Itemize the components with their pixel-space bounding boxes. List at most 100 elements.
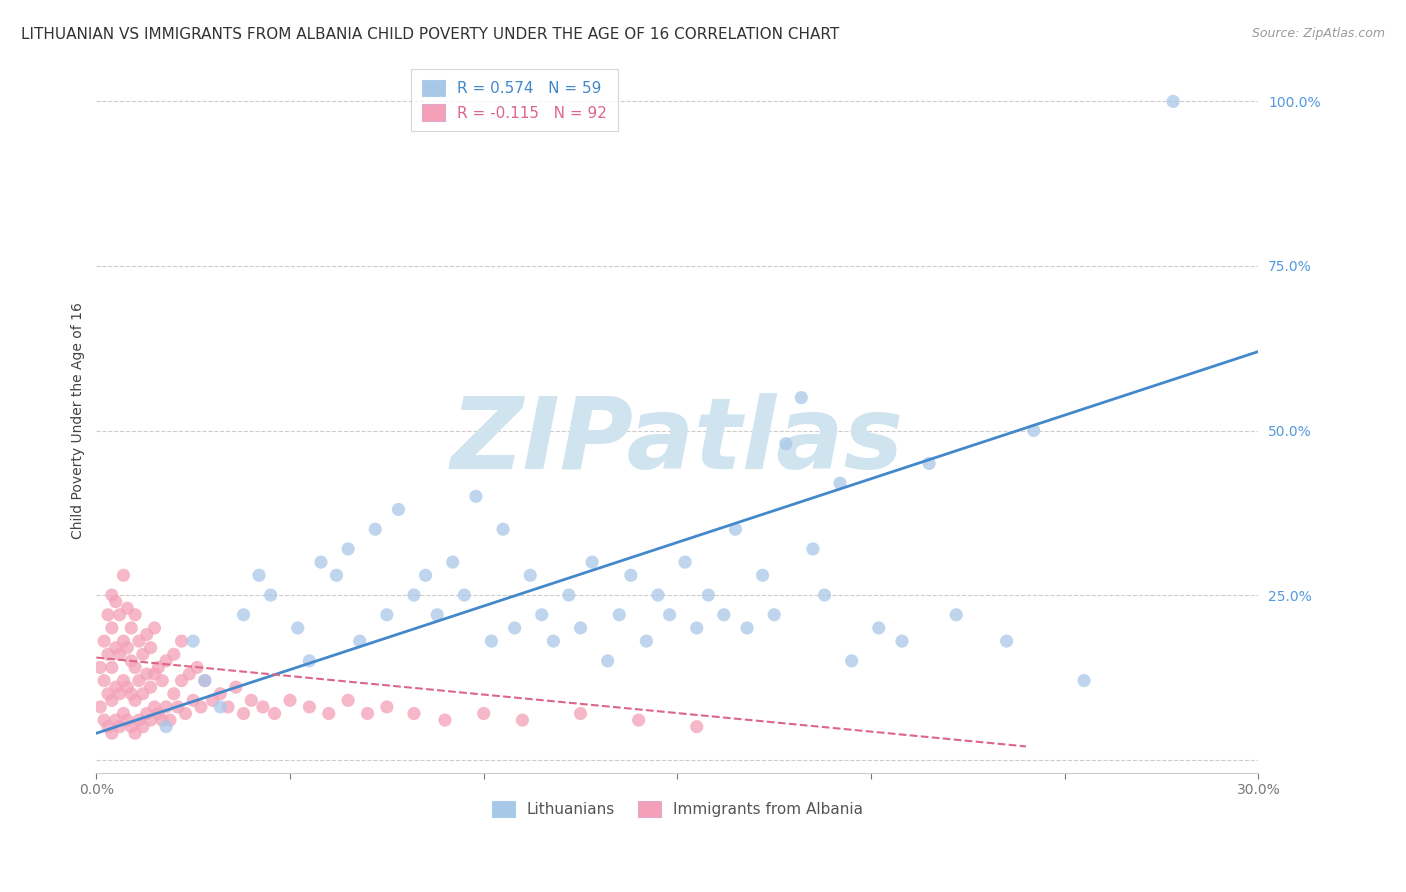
Point bbox=[97, 647, 120, 661]
Point bbox=[104, 594, 127, 608]
Point bbox=[97, 687, 120, 701]
Point bbox=[209, 687, 232, 701]
Point bbox=[278, 693, 301, 707]
Point bbox=[775, 436, 797, 450]
Point bbox=[170, 634, 193, 648]
Point bbox=[101, 693, 124, 707]
Point bbox=[240, 693, 263, 707]
Point bbox=[101, 588, 124, 602]
Point bbox=[132, 687, 155, 701]
Point bbox=[918, 457, 941, 471]
Point bbox=[349, 634, 371, 648]
Point bbox=[481, 634, 503, 648]
Point bbox=[433, 713, 456, 727]
Point bbox=[132, 647, 155, 661]
Point bbox=[813, 588, 835, 602]
Point bbox=[569, 621, 592, 635]
Point bbox=[124, 607, 146, 622]
Point bbox=[120, 654, 142, 668]
Point bbox=[465, 489, 488, 503]
Point bbox=[375, 607, 398, 622]
Point bbox=[190, 700, 212, 714]
Point bbox=[673, 555, 696, 569]
Point bbox=[117, 680, 139, 694]
Point bbox=[139, 640, 162, 655]
Point bbox=[387, 502, 409, 516]
Point bbox=[252, 700, 274, 714]
Point bbox=[117, 640, 139, 655]
Point bbox=[232, 706, 254, 721]
Point bbox=[735, 621, 758, 635]
Text: LITHUANIAN VS IMMIGRANTS FROM ALBANIA CHILD POVERTY UNDER THE AGE OF 16 CORRELAT: LITHUANIAN VS IMMIGRANTS FROM ALBANIA CH… bbox=[21, 27, 839, 42]
Point bbox=[512, 713, 534, 727]
Point bbox=[93, 713, 115, 727]
Point bbox=[620, 568, 643, 582]
Point bbox=[135, 667, 157, 681]
Point bbox=[375, 700, 398, 714]
Point bbox=[636, 634, 658, 648]
Point bbox=[194, 673, 217, 688]
Point bbox=[247, 568, 270, 582]
Point bbox=[112, 568, 135, 582]
Point bbox=[558, 588, 581, 602]
Point bbox=[128, 713, 150, 727]
Point bbox=[89, 700, 111, 714]
Point bbox=[143, 700, 166, 714]
Point bbox=[841, 654, 863, 668]
Point bbox=[101, 660, 124, 674]
Point bbox=[120, 621, 142, 635]
Point bbox=[868, 621, 890, 635]
Point bbox=[298, 700, 321, 714]
Point bbox=[108, 720, 131, 734]
Point bbox=[318, 706, 340, 721]
Point bbox=[415, 568, 437, 582]
Text: Source: ZipAtlas.com: Source: ZipAtlas.com bbox=[1251, 27, 1385, 40]
Point bbox=[995, 634, 1018, 648]
Point bbox=[117, 713, 139, 727]
Point bbox=[174, 706, 197, 721]
Point bbox=[519, 568, 541, 582]
Point bbox=[697, 588, 720, 602]
Point bbox=[112, 634, 135, 648]
Point bbox=[1022, 424, 1045, 438]
Point bbox=[828, 476, 851, 491]
Point bbox=[181, 634, 204, 648]
Point bbox=[135, 627, 157, 641]
Point bbox=[763, 607, 786, 622]
Point bbox=[143, 667, 166, 681]
Point bbox=[104, 713, 127, 727]
Point bbox=[472, 706, 495, 721]
Point bbox=[128, 634, 150, 648]
Point bbox=[287, 621, 309, 635]
Point bbox=[155, 720, 177, 734]
Point bbox=[801, 541, 824, 556]
Point bbox=[139, 680, 162, 694]
Point bbox=[148, 660, 170, 674]
Point bbox=[97, 720, 120, 734]
Point bbox=[402, 588, 425, 602]
Point bbox=[120, 720, 142, 734]
Point bbox=[263, 706, 285, 721]
Point bbox=[724, 522, 747, 536]
Point bbox=[426, 607, 449, 622]
Point bbox=[93, 673, 115, 688]
Point bbox=[356, 706, 378, 721]
Text: ZIPatlas: ZIPatlas bbox=[451, 393, 904, 491]
Point bbox=[751, 568, 773, 582]
Point bbox=[364, 522, 387, 536]
Point bbox=[658, 607, 681, 622]
Point bbox=[402, 706, 425, 721]
Point bbox=[97, 607, 120, 622]
Point bbox=[155, 654, 177, 668]
Point bbox=[1073, 673, 1095, 688]
Point bbox=[945, 607, 967, 622]
Point bbox=[148, 706, 170, 721]
Point bbox=[132, 720, 155, 734]
Point bbox=[150, 713, 173, 727]
Point bbox=[441, 555, 464, 569]
Point bbox=[209, 700, 232, 714]
Point bbox=[124, 660, 146, 674]
Point bbox=[647, 588, 669, 602]
Point bbox=[217, 700, 239, 714]
Point bbox=[581, 555, 603, 569]
